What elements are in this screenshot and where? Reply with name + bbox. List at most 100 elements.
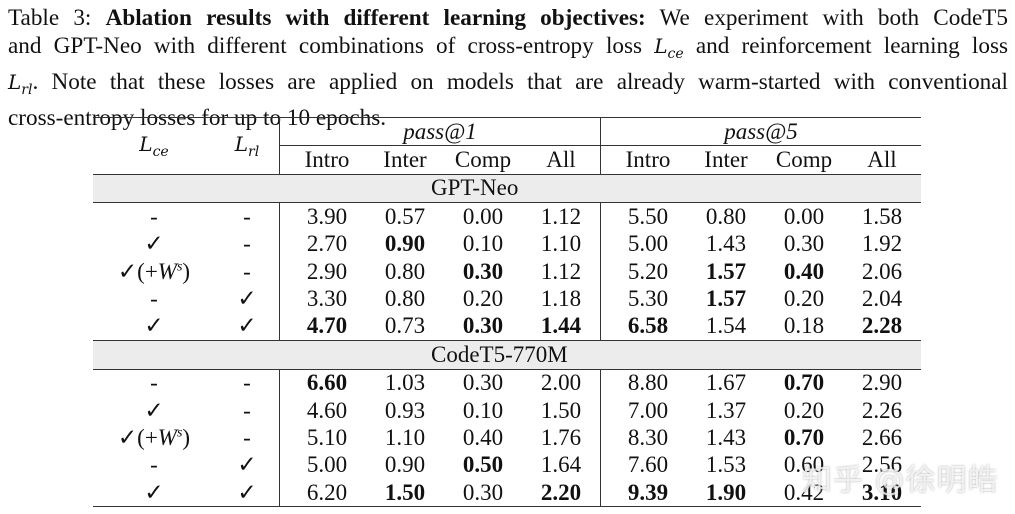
value-cell: 2.90 [861,370,903,396]
caption-line-1: Table 3: Ablation results with different… [8,4,1008,32]
value-cell: 5.00 [279,451,366,480]
value-cell: 2.26 [861,397,903,423]
value-cell: 5.50 [600,202,687,231]
caption-line-2: and GPT-Neo with different combinations … [8,32,1008,68]
watermark: 知乎 @徐明皓 [802,463,999,498]
caption-title: Ablation results with different learning… [105,5,646,31]
header-all: All [522,145,601,175]
caption-line-3: Lrl. Note that these losses are applied … [8,68,1008,104]
value-cell: 0.42 [765,479,843,508]
table-row: - ✓ 3.30 0.80 0.20 1.18 5.30 1.57 0.20 2.04 [93,285,921,313]
value-cell: 0.80 [705,203,747,229]
value-cell: 1.37 [705,397,747,423]
value-cell: 2.70 [279,230,366,258]
section-title: CodeT5-770M [93,340,921,370]
value-cell: 3.90 [279,202,366,231]
value-cell: 0.60 [783,452,825,478]
table-caption: Table 3: Ablation results with different… [8,4,1008,132]
value-cell: 2.06 [861,258,903,284]
value-cell: 0.40 [462,424,504,450]
value-cell: 0.50 [462,452,504,478]
value-cell: 8.80 [600,369,687,397]
value-cell: 0.70 [783,424,825,450]
value-cell: 1.43 [705,424,747,450]
header-row-columns: Intro Inter Comp All Intro Inter Comp Al… [93,145,921,175]
value-cell: 1.92 [861,231,903,257]
value-cell: 6.58 [600,312,687,341]
value-cell: 2.20 [522,479,601,508]
value-cell: 0.10 [462,397,504,423]
header-all: All [843,145,921,175]
value-cell: 0.90 [384,452,426,478]
loss-ce-cell: - [150,370,158,396]
value-cell: 0.40 [783,258,825,284]
loss-rl-cell: - [243,424,251,450]
loss-rl-cell: ✓ [237,313,257,339]
loss-ce-cell: - [150,203,158,229]
loss-ce-cell: ✓ [144,231,164,257]
value-cell: 6.60 [279,369,366,397]
value-cell: 0.80 [384,258,426,284]
value-cell: 0.00 [462,203,504,229]
loss-rl-cell: - [243,231,251,257]
table-row: ✓ ✓ 6.20 1.50 0.30 2.20 9.39 1.90 0.42 3.10 [93,479,921,508]
value-cell: 0.30 [462,370,504,396]
value-cell: 1.58 [861,203,903,229]
caption-text: and GPT-Neo with different combinations … [8,33,643,59]
table-row: - - 3.90 0.57 0.00 1.12 5.50 0.80 0.00 1.58 [93,202,921,231]
value-cell: 0.10 [462,231,504,257]
value-cell: 3.30 [279,285,366,313]
header-comp: Comp [444,145,522,175]
header-pass-at-5: pass@5 [600,116,921,146]
value-cell: 1.57 [705,258,747,284]
value-cell: 2.00 [540,370,582,396]
value-cell: 6.20 [279,479,366,508]
value-cell: 7.00 [600,396,687,425]
value-cell: 1.10 [384,424,426,450]
header-loss-rl: Lrl [215,117,280,175]
ablation-table: Lce Lrl pass@1 pass@5 Intro Inter Comp A… [93,116,921,508]
value-cell: 2.04 [861,286,903,312]
value-cell: 5.00 [600,230,687,258]
header-inter: Inter [687,145,765,175]
value-cell: 9.39 [600,479,687,508]
value-cell: 0.20 [783,286,825,312]
value-cell: 0.93 [384,397,426,423]
table-row: ✓(+Ws) - 2.90 0.80 0.30 1.12 5.20 1.57 0.40 2.06 [93,257,921,286]
value-cell: 1.64 [540,452,582,478]
value-cell: 1.54 [705,313,747,339]
value-cell: 1.12 [540,258,582,284]
value-cell: 1.44 [540,313,582,339]
loss-ce-cell: ✓ [144,397,164,423]
value-cell: 1.18 [540,286,582,312]
loss-rl-cell: ✓ [237,452,257,478]
caption-text: and reinforcement learning loss [695,33,1009,59]
value-cell: 2.90 [279,257,366,286]
value-cell: 2.56 [861,452,903,478]
loss-ce-cell: - [150,452,158,478]
loss-rl-cell: ✓ [215,479,280,508]
loss-ce-cell: ✓ [93,479,215,508]
loss-rl-cell: - [243,397,251,423]
loss-rl-cell: - [243,258,251,284]
header-intro: Intro [279,145,366,175]
value-cell: 1.76 [540,424,582,450]
loss-rl-cell: - [243,370,251,396]
value-cell: 0.00 [783,203,825,229]
loss-ce-cell: ✓ [144,313,164,339]
section-title: GPT-Neo [93,173,921,204]
section-header-row: CodeT5-770M [93,340,921,370]
value-cell: 1.50 [366,479,444,508]
value-cell: 0.20 [783,397,825,423]
value-cell: 0.30 [462,313,504,339]
loss-rl-cell: ✓ [237,286,257,312]
loss-rl-symbol: Lrl [8,70,33,98]
table-row: ✓ - 2.70 0.90 0.10 1.10 5.00 1.43 0.30 1.92 [93,230,921,258]
value-cell: 0.30 [783,231,825,257]
value-cell: 8.30 [600,424,687,452]
value-cell: 7.60 [600,451,687,480]
value-cell: 5.20 [600,257,687,286]
value-cell: 0.18 [783,313,825,339]
table-row: - - 6.60 1.03 0.30 2.00 8.80 1.67 0.70 2.90 [93,369,921,397]
header-row-groups: Lce Lrl pass@1 pass@5 [93,116,921,175]
